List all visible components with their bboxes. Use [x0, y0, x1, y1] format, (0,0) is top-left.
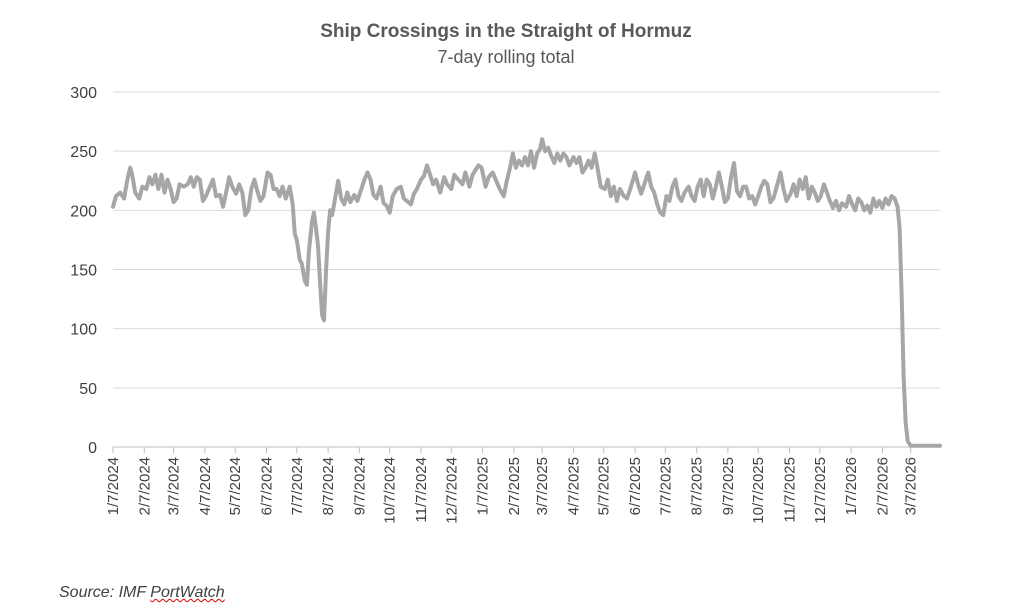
chart-subtitle: 7-day rolling total	[437, 47, 575, 67]
x-tick-label: 10/7/2025	[750, 457, 767, 524]
x-tick-label: 3/7/2026	[903, 457, 920, 515]
y-tick-label: 250	[70, 144, 97, 161]
x-tick-label: 8/7/2025	[689, 457, 706, 515]
x-tick-label: 6/7/2024	[258, 457, 275, 515]
x-tick-label: 7/7/2024	[289, 457, 306, 515]
x-tick-label: 11/7/2025	[782, 457, 799, 523]
y-tick-label: 0	[88, 440, 97, 457]
x-tick-label: 4/7/2024	[197, 457, 214, 515]
x-tick-label: 9/7/2024	[351, 457, 368, 515]
x-tick-label: 1/7/2024	[105, 457, 122, 515]
x-tick-label: 2/7/2025	[506, 457, 523, 515]
x-tick-label: 8/7/2024	[320, 457, 337, 515]
y-axis-tick-labels: 0 50 100 150 200 250 300	[70, 85, 97, 457]
x-tick-label: 2/7/2024	[136, 457, 153, 515]
y-tick-label: 200	[70, 203, 97, 220]
y-tick-label: 100	[70, 322, 97, 339]
x-tick-label: 10/7/2024	[382, 457, 399, 524]
x-tick-label: 1/7/2025	[475, 457, 492, 515]
x-tick-label: 3/7/2024	[166, 457, 183, 515]
chart-title: Ship Crossings in the Straight of Hormuz	[320, 21, 692, 42]
y-tick-label: 300	[70, 85, 97, 102]
x-tick-label: 5/7/2025	[596, 457, 613, 515]
x-tick-label: 5/7/2024	[227, 457, 244, 515]
x-tick-label: 3/7/2025	[534, 457, 551, 515]
gridlines	[113, 91, 940, 389]
y-tick-label: 150	[70, 263, 97, 280]
y-tick-label: 50	[79, 381, 97, 398]
x-tick-label: 6/7/2025	[627, 457, 644, 515]
x-tick-label: 4/7/2025	[565, 457, 582, 515]
source-prefix: Source: IMF	[59, 584, 151, 601]
x-tick-label: 11/7/2024	[413, 457, 430, 523]
x-tick-label: 2/7/2026	[874, 457, 891, 515]
series-line	[111, 137, 942, 448]
x-tick-label: 12/7/2025	[812, 457, 829, 524]
source-name: PortWatch	[150, 584, 225, 601]
x-tick-label: 1/7/2026	[843, 457, 860, 515]
source-note: Source: IMF PortWatch	[59, 584, 225, 602]
x-tick-label: 9/7/2025	[720, 457, 737, 515]
x-axis-tick-marks	[112, 447, 912, 453]
x-tick-label: 7/7/2025	[657, 457, 674, 515]
x-tick-label: 12/7/2024	[443, 457, 460, 524]
x-axis-tick-labels: 1/7/2024 2/7/2024 3/7/2024 4/7/2024 5/7/2024…	[105, 457, 920, 524]
